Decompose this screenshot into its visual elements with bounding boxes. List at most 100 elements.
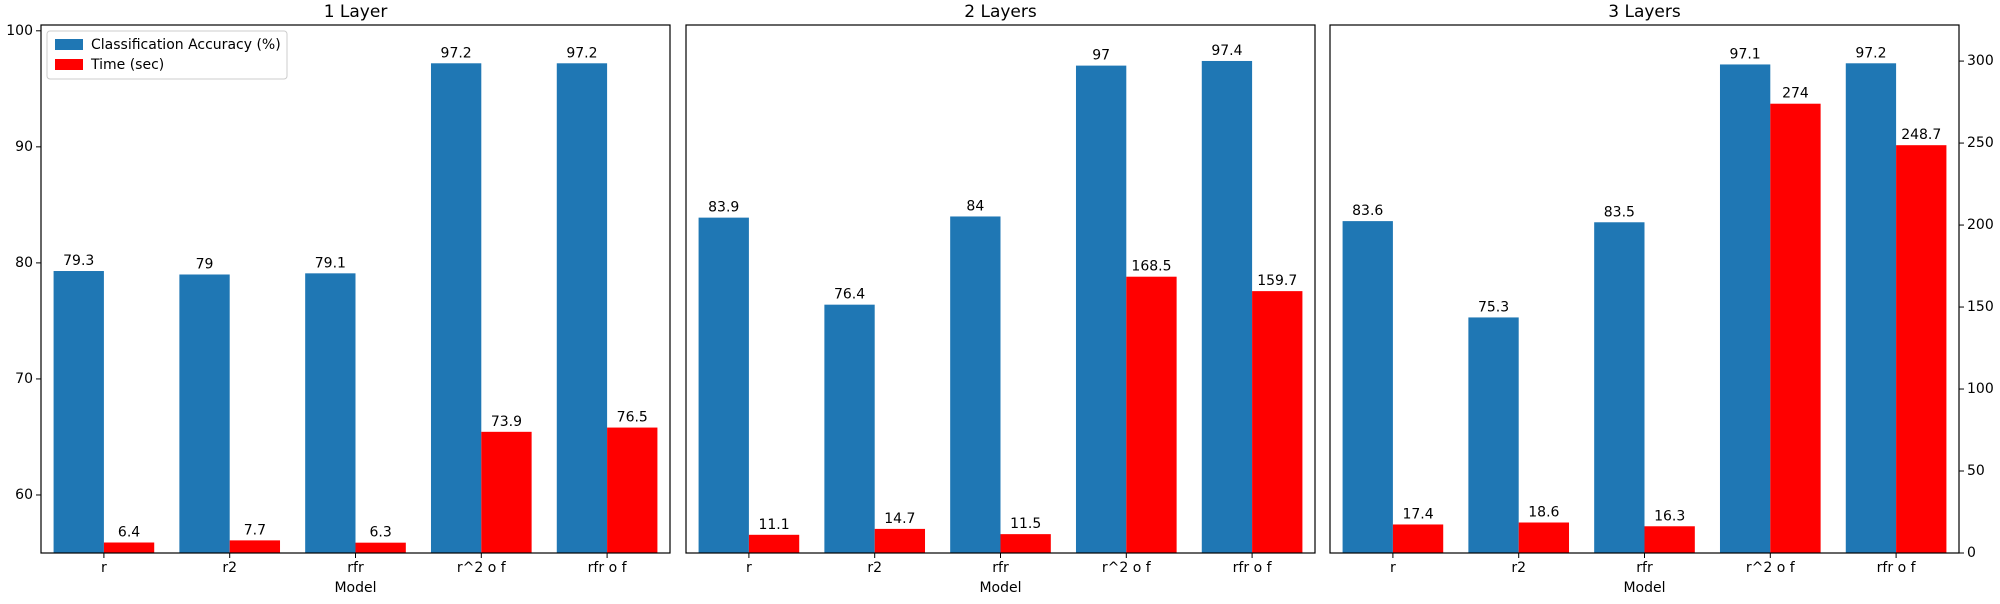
panel-title: 2 Layers <box>964 2 1037 22</box>
x-tick-label: r2 <box>1511 560 1526 576</box>
x-tick-label: r2 <box>222 560 237 576</box>
accuracy-bar-label: 97.4 <box>1211 43 1242 59</box>
accuracy-bar <box>53 271 104 553</box>
legend-swatch <box>55 39 83 50</box>
time-bar <box>355 542 406 553</box>
accuracy-bar-label: 76.4 <box>834 287 865 303</box>
accuracy-bar <box>305 273 356 553</box>
time-bar-label: 73.9 <box>491 414 522 430</box>
time-bar-label: 18.6 <box>1528 505 1559 521</box>
y-left-tick-label: 60 <box>15 487 33 503</box>
time-bar-label: 168.5 <box>1131 259 1171 275</box>
accuracy-bar <box>1342 221 1393 553</box>
accuracy-bar <box>824 304 875 553</box>
time-bar <box>1896 145 1947 553</box>
time-bar-label: 6.3 <box>370 525 392 541</box>
x-axis-label: Model <box>1623 580 1665 596</box>
accuracy-bar-label: 97.2 <box>441 45 472 61</box>
time-bar-label: 16.3 <box>1654 508 1685 524</box>
x-tick-label: r^2 o f <box>1746 560 1796 576</box>
x-tick-label: rfr o f <box>588 560 628 576</box>
accuracy-bar <box>1468 317 1519 553</box>
legend-label: Time (sec) <box>90 57 164 73</box>
y-left-tick-label: 90 <box>15 139 33 155</box>
time-bar <box>103 542 155 553</box>
accuracy-bar <box>1201 60 1253 553</box>
panel-frame <box>1329 24 1960 554</box>
time-bar-label: 248.7 <box>1901 127 1941 143</box>
time-bar <box>607 427 658 553</box>
time-bar <box>481 431 532 553</box>
accuracy-bar-label: 75.3 <box>1478 299 1509 315</box>
time-bar-label: 159.7 <box>1257 273 1297 289</box>
panel-title: 1 Layer <box>324 2 388 22</box>
accuracy-bar <box>1075 65 1127 553</box>
accuracy-bar-label: 97 <box>1092 48 1110 64</box>
x-axis-label: Model <box>979 580 1021 596</box>
legend-label: Classification Accuracy (%) <box>91 37 281 53</box>
x-axis-label: Model <box>334 580 376 596</box>
panel-frame <box>685 24 1316 554</box>
y-right-tick-label: 50 <box>1967 463 1985 479</box>
time-bar-label: 7.7 <box>244 522 266 538</box>
time-bar-label: 11.5 <box>1010 516 1041 532</box>
time-bar <box>1392 524 1444 553</box>
panel-frame <box>40 24 671 554</box>
y-right-tick-label: 250 <box>1967 135 1994 151</box>
time-bar-label: 76.5 <box>617 410 648 426</box>
time-bar <box>1518 522 1570 553</box>
time-bar <box>1252 291 1303 553</box>
time-bar <box>1770 103 1821 554</box>
x-tick-label: r <box>1390 560 1396 576</box>
time-bar <box>229 540 281 553</box>
accuracy-bar-label: 83.5 <box>1604 204 1635 220</box>
accuracy-bar-label: 97.1 <box>1730 46 1761 62</box>
accuracy-bar-label: 97.2 <box>566 45 597 61</box>
y-right-tick-label: 0 <box>1967 545 1976 561</box>
x-tick-label: r^2 o f <box>1102 560 1152 576</box>
time-bar <box>1126 276 1177 553</box>
y-left-tick-label: 100 <box>6 23 33 39</box>
accuracy-bar <box>1845 63 1897 554</box>
x-tick-label: r <box>746 560 752 576</box>
accuracy-bar-label: 84 <box>966 198 984 214</box>
accuracy-bar-label: 79.3 <box>63 253 94 269</box>
accuracy-bar <box>698 217 749 553</box>
y-right-tick-label: 150 <box>1967 299 1994 315</box>
legend-swatch <box>55 59 83 70</box>
accuracy-bar <box>179 274 230 553</box>
time-bar-label: 274 <box>1782 86 1809 102</box>
time-bar <box>874 528 926 553</box>
y-left-tick-label: 70 <box>15 371 33 387</box>
accuracy-bar <box>556 63 608 554</box>
y-right-tick-label: 100 <box>1967 381 1994 397</box>
x-tick-label: r^2 o f <box>457 560 507 576</box>
x-tick-label: rfr o f <box>1233 560 1273 576</box>
time-bar-label: 6.4 <box>118 525 140 541</box>
y-right-tick-label: 200 <box>1967 217 1994 233</box>
x-tick-label: r <box>101 560 107 576</box>
accuracy-bar <box>1594 222 1645 553</box>
accuracy-bar-label: 97.2 <box>1855 45 1886 61</box>
x-tick-label: rfr <box>992 560 1009 576</box>
time-bar-label: 14.7 <box>884 511 915 527</box>
accuracy-bar <box>430 63 482 554</box>
x-tick-label: rfr <box>347 560 364 576</box>
accuracy-bar-label: 79.1 <box>315 255 346 271</box>
y-left-tick-label: 80 <box>15 255 33 271</box>
time-bar <box>748 534 800 553</box>
legend-box <box>46 30 288 80</box>
accuracy-bar-label: 79 <box>196 256 214 272</box>
time-bar <box>1644 526 1695 553</box>
accuracy-bar-label: 83.9 <box>708 200 739 216</box>
panel-title: 3 Layers <box>1608 2 1681 22</box>
x-tick-label: rfr <box>1636 560 1653 576</box>
time-bar-label: 17.4 <box>1402 506 1433 522</box>
accuracy-bar <box>1719 64 1771 553</box>
accuracy-bar-label: 83.6 <box>1352 203 1383 219</box>
y-right-tick-label: 300 <box>1967 53 1994 69</box>
time-bar <box>1000 534 1051 553</box>
accuracy-bar <box>950 216 1001 553</box>
